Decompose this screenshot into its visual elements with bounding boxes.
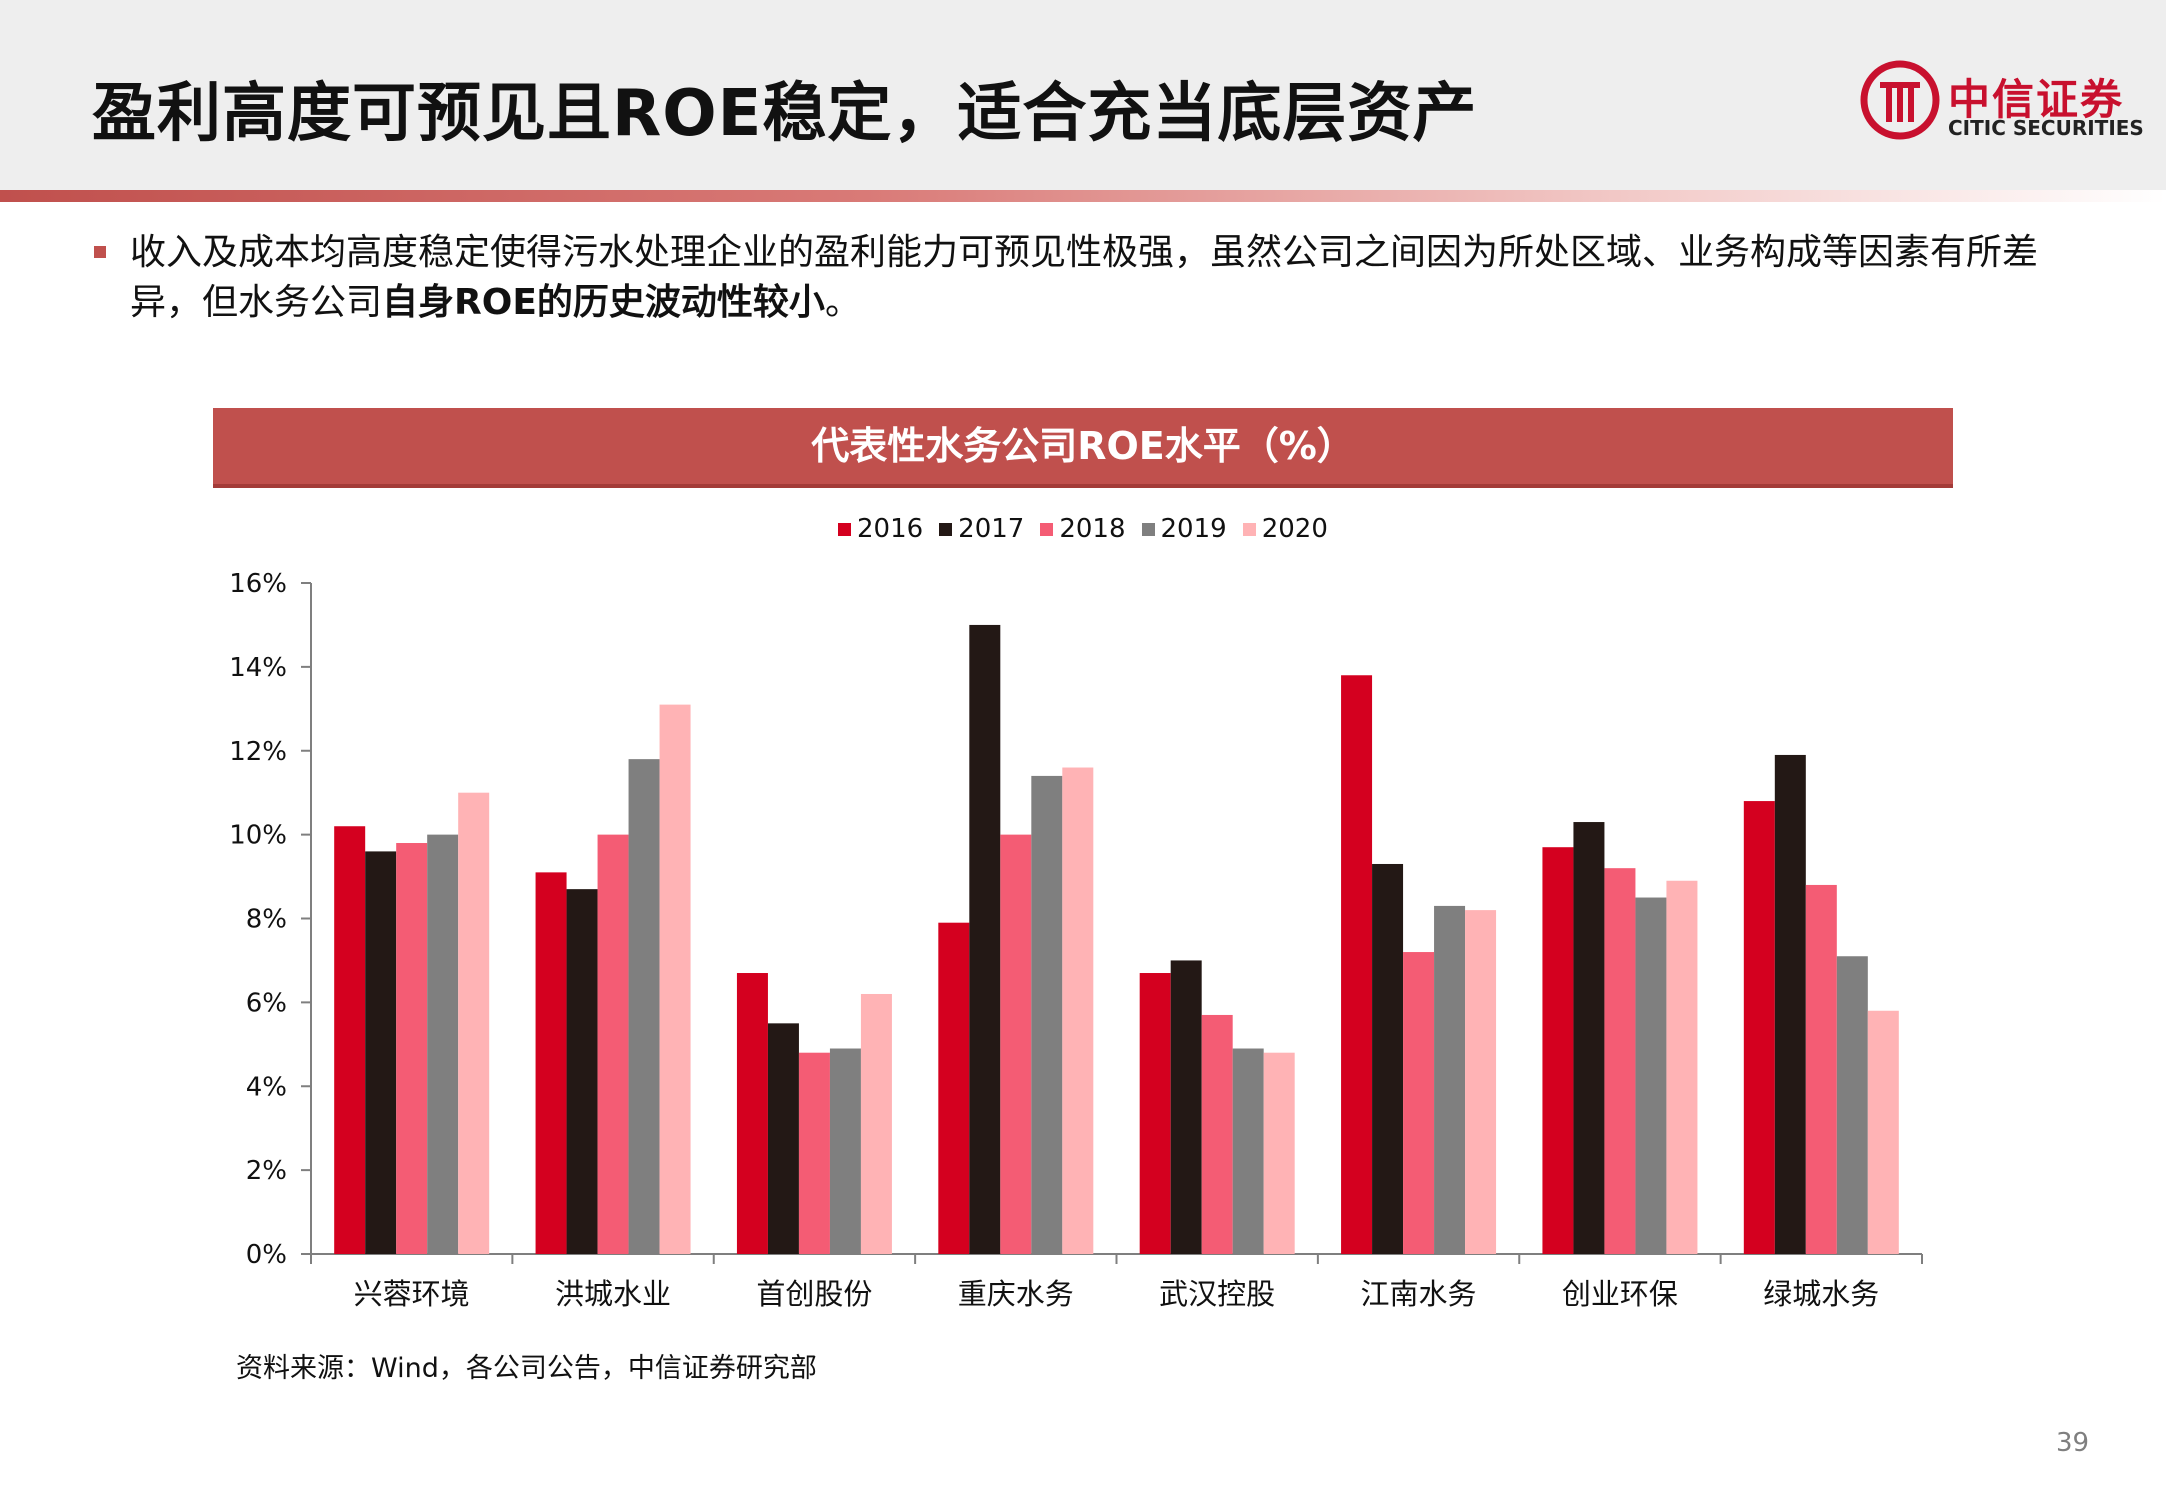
bar	[969, 624, 1001, 1254]
bar	[1139, 973, 1171, 1254]
legend-swatch	[1040, 522, 1054, 536]
bar	[1170, 960, 1202, 1254]
bar	[1867, 1010, 1899, 1254]
summary-end: 。	[824, 282, 861, 323]
logo-english-name: CITIC SECURITIES	[1948, 116, 2144, 140]
summary-text: 收入及成本均高度稳定使得污水处理企业的盈利能力可预见性极强，虽然公司之间因为所处…	[130, 232, 2039, 323]
bar	[767, 1023, 799, 1254]
summary-emphasis: 自身ROE的历史波动性较小	[382, 282, 825, 323]
legend-label: 2017	[958, 514, 1025, 544]
legend-swatch	[1141, 522, 1155, 536]
bar	[597, 834, 629, 1254]
source-note: 资料来源：Wind，各公司公告，中信证券研究部	[236, 1353, 817, 1384]
company-logo: 中信证券 CITIC SECURITIES	[1860, 56, 2144, 146]
y-tick-label: 4%	[246, 1072, 287, 1102]
legend-label: 2016	[857, 514, 924, 544]
chart-legend: 2016 2017 2018 2019 2020	[838, 512, 1344, 546]
y-tick-label: 14%	[229, 653, 287, 683]
bar	[1062, 767, 1094, 1254]
page-number: 39	[2056, 1428, 2090, 1458]
bar	[334, 826, 366, 1254]
bar	[659, 704, 691, 1254]
bar	[829, 1048, 861, 1254]
legend-item: 2019	[1141, 514, 1227, 544]
bar	[458, 792, 490, 1254]
bar	[1263, 1052, 1295, 1254]
legend-item: 2017	[939, 514, 1024, 544]
roe-bar-chart: 0% 2% 4% 6% 8% 10% 12% 14% 16% 兴蓉环境 洪城水业 首创股份 重庆水务 武汉…	[229, 569, 1923, 1311]
logo-name: 中信证券	[1948, 75, 2125, 124]
bar	[396, 843, 428, 1254]
legend-swatch	[939, 522, 953, 536]
bar	[1604, 868, 1636, 1254]
legend-label: 2020	[1261, 514, 1328, 544]
y-tick-label: 6%	[246, 988, 287, 1018]
bar	[1666, 880, 1698, 1254]
bar	[736, 973, 768, 1254]
bar	[365, 851, 397, 1254]
x-tick-label: 绿城水务	[1763, 1277, 1879, 1311]
x-tick-label: 江南水务	[1361, 1277, 1477, 1311]
bar	[1542, 847, 1574, 1254]
legend-swatch	[1242, 522, 1256, 536]
y-tick-label: 12%	[229, 737, 287, 767]
bar	[860, 993, 892, 1254]
bar	[1774, 754, 1806, 1254]
chart-title: 代表性水务公司ROE水平（%）	[811, 424, 1355, 468]
bar	[1635, 897, 1667, 1254]
bar	[1434, 905, 1466, 1254]
legend-label: 2018	[1059, 514, 1126, 544]
bar	[535, 872, 567, 1254]
bar	[1201, 1014, 1233, 1254]
y-tick-label: 2%	[246, 1156, 287, 1186]
bar	[1372, 863, 1404, 1254]
page-title: 盈利高度可预见且ROE稳定，适合充当底层资产	[92, 77, 1478, 151]
bar	[1403, 952, 1435, 1254]
header-bar	[0, 0, 2166, 190]
bar	[1465, 910, 1497, 1254]
bar	[1805, 884, 1837, 1254]
bullet-square-icon	[94, 246, 106, 258]
x-tick-label: 洪城水业	[555, 1277, 671, 1311]
y-tick-label: 10%	[229, 821, 287, 851]
bar	[1031, 775, 1063, 1254]
bar	[1743, 801, 1775, 1254]
legend-item: 2016	[838, 514, 923, 544]
header-divider	[0, 190, 2166, 202]
bar	[427, 834, 459, 1254]
y-tick-label: 8%	[246, 905, 287, 935]
bar	[1341, 675, 1373, 1254]
bar	[938, 922, 970, 1254]
x-tick-label: 重庆水务	[958, 1277, 1074, 1311]
bar	[798, 1052, 830, 1254]
legend-label: 2019	[1160, 514, 1227, 544]
citic-emblem-icon	[1860, 60, 1940, 140]
x-tick-label: 武汉控股	[1159, 1277, 1275, 1311]
chart-title-banner: 代表性水务公司ROE水平（%）	[213, 408, 1953, 488]
x-tick-label: 创业环保	[1562, 1277, 1678, 1311]
legend-swatch	[838, 522, 851, 536]
bar	[566, 889, 598, 1254]
summary-bullet: 收入及成本均高度稳定使得污水处理企业的盈利能力可预见性极强，虽然公司之间因为所处…	[130, 228, 2090, 328]
x-tick-label: 首创股份	[756, 1277, 872, 1311]
legend-item: 2018	[1040, 514, 1126, 544]
legend-item: 2020	[1242, 514, 1328, 544]
bar	[628, 759, 660, 1254]
y-tick-label: 0%	[246, 1240, 287, 1270]
bar	[1836, 956, 1868, 1254]
bar	[1000, 834, 1032, 1254]
x-tick-label: 兴蓉环境	[354, 1277, 470, 1311]
bar	[1573, 822, 1605, 1254]
y-tick-label: 16%	[229, 569, 287, 599]
bar	[1232, 1048, 1264, 1254]
